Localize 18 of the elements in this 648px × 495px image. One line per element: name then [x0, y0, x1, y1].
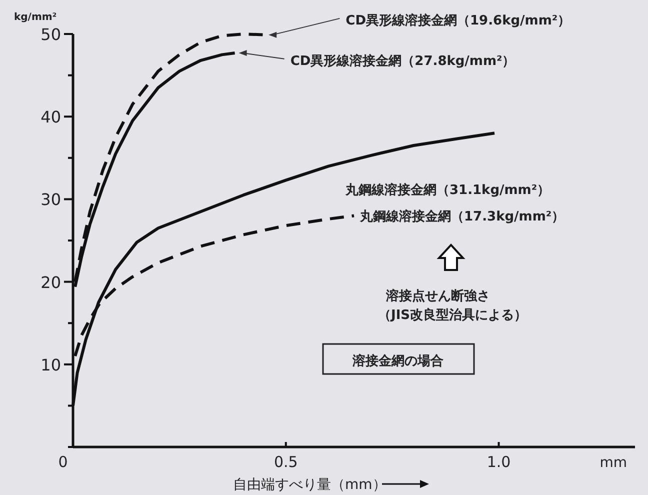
y-tick-label: 50: [40, 25, 61, 44]
annotation: 溶接金網の場合: [352, 353, 444, 369]
y-tick-label: 20: [40, 272, 61, 292]
x-axis-title: 自由端すべり量（mm）: [233, 477, 386, 493]
y-tick-label: 30: [40, 190, 61, 210]
annotation: （JIS改良型治具による）: [378, 307, 528, 323]
series-label: 丸鋼線溶接金網（17.3kg/mm²）: [359, 208, 565, 225]
annotation: 溶接点せん断強さ: [385, 288, 490, 304]
y-tick-label: 10: [40, 355, 61, 374]
series-label: 丸鋼線溶接金網（31.1kg/mm²）: [344, 182, 550, 198]
text: CD異形線溶接金網（19.6kg/mm²）: [346, 12, 571, 28]
y-tick-label: 40: [40, 108, 61, 127]
x-tick-label: 0: [58, 453, 68, 471]
text: mm: [600, 455, 627, 471]
y-axis-title: kg/mm²: [14, 12, 57, 23]
x-tick-label: 1.0: [486, 453, 511, 471]
text: CD異形線溶接金網（27.8kg/mm²）: [290, 52, 516, 69]
x-tick-label: 0.5: [274, 453, 298, 471]
